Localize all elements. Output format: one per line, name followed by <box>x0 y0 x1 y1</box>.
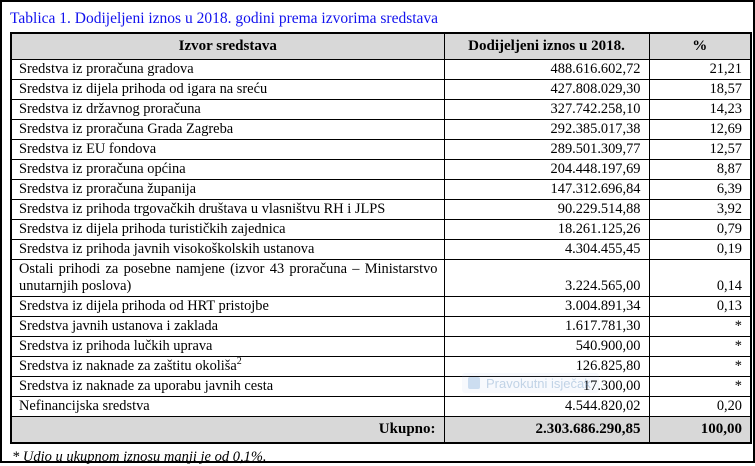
row-source-cell: Sredstva iz dijela prihoda od HRT pristo… <box>10 296 445 317</box>
row-source-cell: Nefinancijska sredstva <box>10 396 445 417</box>
row-amount-cell: 17.300,00 <box>443 376 650 397</box>
row-source-cell: Sredstva iz prihoda lučkih uprava <box>10 336 445 357</box>
row-source-cell: Sredstva iz prihoda javnih visokoškolski… <box>10 239 445 260</box>
row-percent-cell: 18,57 <box>648 79 752 100</box>
row-amount-cell: 18.261.125,26 <box>443 219 650 240</box>
row-percent-cell: * <box>648 316 752 337</box>
row-percent-cell: 0,14 <box>648 259 752 297</box>
table-row: Sredstva iz prihoda lučkih uprava 540.90… <box>10 336 752 357</box>
total-label: Ukupno: <box>10 416 445 444</box>
row-percent-cell: 8,87 <box>648 159 752 180</box>
row-percent-cell: 0,79 <box>648 219 752 240</box>
row-amount-cell: 204.448.197,69 <box>443 159 650 180</box>
row-percent-cell: * <box>648 336 752 357</box>
row-amount-cell: 90.229.514,88 <box>443 199 650 220</box>
table-row: Sredstva iz naknade za uporabu javnih ce… <box>10 376 752 397</box>
row-source-cell: Sredstva iz prihoda trgovačkih društava … <box>10 199 445 220</box>
row-amount-cell: 3.004.891,34 <box>443 296 650 317</box>
table-row: Sredstva iz EU fondova 289.501.309,77 12… <box>10 139 752 160</box>
table-row: Sredstva iz proračuna općina 204.448.197… <box>10 159 752 180</box>
row-source-cell: Sredstva iz dijela prihoda od igara na s… <box>10 79 445 100</box>
column-header-amount: Dodijeljeni iznos u 2018. <box>443 32 650 60</box>
table-row: Sredstva iz proračuna gradova 488.616.60… <box>10 59 752 80</box>
row-percent-cell: 3,92 <box>648 199 752 220</box>
table-row: Ostali prihodi za posebne namjene (izvor… <box>10 259 752 297</box>
row-percent-cell: 0,13 <box>648 296 752 317</box>
row-source-cell: Sredstva iz proračuna gradova <box>10 59 445 80</box>
total-row: Ukupno: 2.303.686.290,85 100,00 <box>10 416 752 444</box>
row-amount-cell: 4.304.455,45 <box>443 239 650 260</box>
table-row: Sredstva iz prihoda trgovačkih društava … <box>10 199 752 220</box>
total-percent: 100,00 <box>648 416 752 444</box>
row-amount-cell: 488.616.602,72 <box>443 59 650 80</box>
row-amount-cell: 292.385.017,38 <box>443 119 650 140</box>
row-percent-cell: 6,39 <box>648 179 752 200</box>
table-row: Sredstva javnih ustanova i zaklada 1.617… <box>10 316 752 337</box>
row-percent-cell: 14,23 <box>648 99 752 120</box>
row-source-cell: Ostali prihodi za posebne namjene (izvor… <box>10 259 445 297</box>
row-percent-cell: 0,19 <box>648 239 752 260</box>
table-row: Sredstva iz državnog proračuna 327.742.2… <box>10 99 752 120</box>
table-row: Sredstva iz naknade za zaštitu okoliša2 … <box>10 356 752 377</box>
row-amount-cell: 427.808.029,30 <box>443 79 650 100</box>
header-row: Izvor sredstava Dodijeljeni iznos u 2018… <box>10 32 752 60</box>
row-source-cell: Sredstva iz naknade za zaštitu okoliša2 <box>10 356 445 377</box>
table-row: Sredstva iz dijela prihoda od igara na s… <box>10 79 752 100</box>
table-body: Sredstva iz proračuna gradova 488.616.60… <box>10 59 752 417</box>
row-source-cell: Sredstva javnih ustanova i zaklada <box>10 316 445 337</box>
row-source-cell: Sredstva iz naknade za uporabu javnih ce… <box>10 376 445 397</box>
row-percent-cell: 21,21 <box>648 59 752 80</box>
footnote: * Udio u ukupnom iznosu manji je od 0,1%… <box>12 449 267 465</box>
table-footer: Ukupno: 2.303.686.290,85 100,00 <box>10 416 752 444</box>
row-amount-cell: 327.742.258,10 <box>443 99 650 120</box>
footnote-superscript: 2 <box>236 356 242 368</box>
table-row: Sredstva iz dijela prihoda od HRT pristo… <box>10 296 752 317</box>
row-source-cell: Sredstva iz dijela prihoda turističkih z… <box>10 219 445 240</box>
row-source-cell: Sredstva iz EU fondova <box>10 139 445 160</box>
total-amount: 2.303.686.290,85 <box>443 416 650 444</box>
allocation-table: Izvor sredstava Dodijeljeni iznos u 2018… <box>10 32 752 444</box>
row-amount-cell: 4.544.820,02 <box>443 396 650 417</box>
table-caption: Tablica 1. Dodijeljeni iznos u 2018. god… <box>10 10 439 27</box>
table-header: Izvor sredstava Dodijeljeni iznos u 2018… <box>10 32 752 60</box>
row-amount-cell: 1.617.781,30 <box>443 316 650 337</box>
column-header-percent: % <box>648 32 752 60</box>
row-percent-cell: * <box>648 356 752 377</box>
row-amount-cell: 3.224.565,00 <box>443 259 650 297</box>
table-row: Sredstva iz prihoda javnih visokoškolski… <box>10 239 752 260</box>
row-amount-cell: 126.825,80 <box>443 356 650 377</box>
row-amount-cell: 289.501.309,77 <box>443 139 650 160</box>
row-source-cell: Sredstva iz proračuna općina <box>10 159 445 180</box>
row-source-cell: Sredstva iz državnog proračuna <box>10 99 445 120</box>
row-percent-cell: 12,69 <box>648 119 752 140</box>
row-amount-cell: 540.900,00 <box>443 336 650 357</box>
column-header-source: Izvor sredstava <box>10 32 445 60</box>
row-amount-cell: 147.312.696,84 <box>443 179 650 200</box>
row-source-cell: Sredstva iz proračuna Grada Zagreba <box>10 119 445 140</box>
row-percent-cell: 12,57 <box>648 139 752 160</box>
table-row: Nefinancijska sredstva 4.544.820,02 0,20 <box>10 396 752 417</box>
row-source-cell: Sredstva iz proračuna županija <box>10 179 445 200</box>
table-row: Sredstva iz dijela prihoda turističkih z… <box>10 219 752 240</box>
row-percent-cell: * <box>648 376 752 397</box>
table-row: Sredstva iz proračuna Grada Zagreba 292.… <box>10 119 752 140</box>
table-row: Sredstva iz proračuna županija 147.312.6… <box>10 179 752 200</box>
row-percent-cell: 0,20 <box>648 396 752 417</box>
